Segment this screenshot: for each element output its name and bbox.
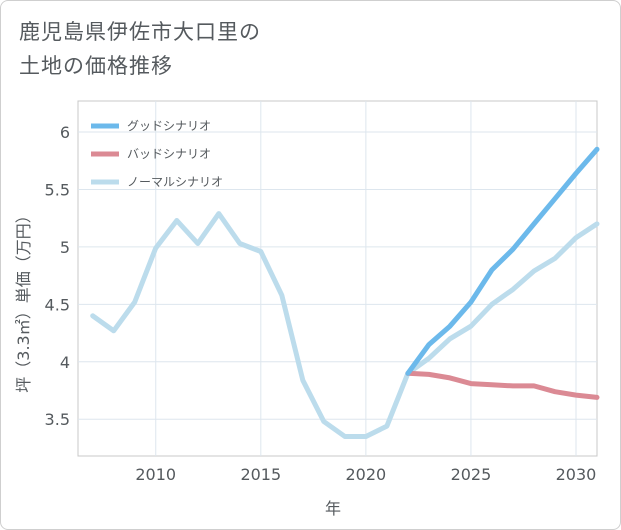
x-tick-2010: 2010: [135, 465, 176, 484]
x-tick-2030: 2030: [556, 465, 597, 484]
series-line-0: [405, 146, 600, 376]
y-tick-4: 4: [60, 353, 70, 372]
legend-label-1: バッドシナリオ: [127, 147, 211, 161]
x-tick-2020: 2020: [346, 465, 387, 484]
x-axis-label: 年: [325, 499, 341, 518]
x-tick-2025: 2025: [451, 465, 492, 484]
y-tick-4.5: 4.5: [45, 295, 70, 314]
legend-label-2: ノーマルシナリオ: [127, 175, 223, 189]
series-lines: [90, 146, 600, 439]
y-tick-5.5: 5.5: [45, 180, 70, 199]
series-line-1: [405, 370, 600, 400]
y-tick-5: 5: [60, 238, 70, 257]
y-axis-label: 坪（3.3㎡）単価（万円）: [14, 207, 33, 392]
gridlines: [78, 101, 597, 456]
y-tick-6: 6: [60, 123, 70, 142]
chart-title-line-2: 土地の価格推移: [19, 54, 173, 78]
chart-title: 鹿児島県伊佐市大口里の 土地の価格推移: [19, 15, 261, 83]
chart-title-line-1: 鹿児島県伊佐市大口里の: [19, 20, 261, 44]
tick-labels: 2010 2015 2020 2025 2030 3.5 4 4.5 5 5.5 6: [45, 123, 597, 484]
series-line-2: [90, 211, 600, 439]
y-tick-3.5: 3.5: [45, 410, 70, 429]
plot-area: [77, 100, 598, 457]
x-tick-2015: 2015: [240, 465, 281, 484]
legend-label-0: グッドシナリオ: [127, 119, 211, 133]
